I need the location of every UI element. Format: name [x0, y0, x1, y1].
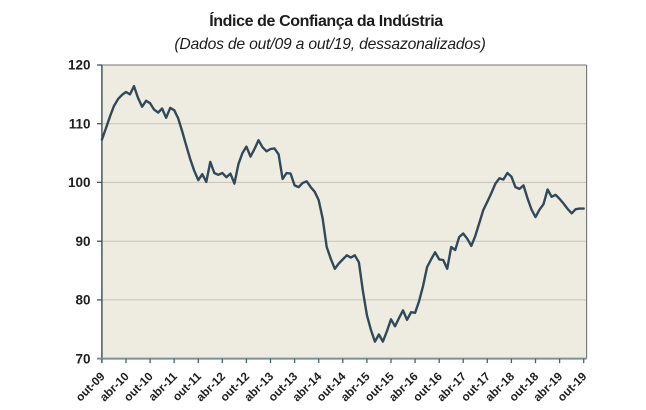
svg-text:80: 80 [75, 293, 90, 308]
svg-text:100: 100 [68, 175, 91, 190]
svg-text:120: 120 [68, 58, 91, 73]
svg-text:90: 90 [75, 234, 90, 249]
svg-text:110: 110 [69, 116, 91, 131]
svg-text:70: 70 [75, 351, 90, 366]
